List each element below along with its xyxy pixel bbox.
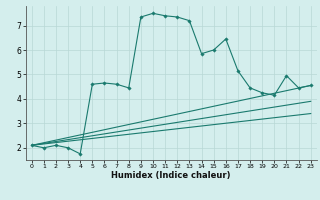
X-axis label: Humidex (Indice chaleur): Humidex (Indice chaleur) (111, 171, 231, 180)
